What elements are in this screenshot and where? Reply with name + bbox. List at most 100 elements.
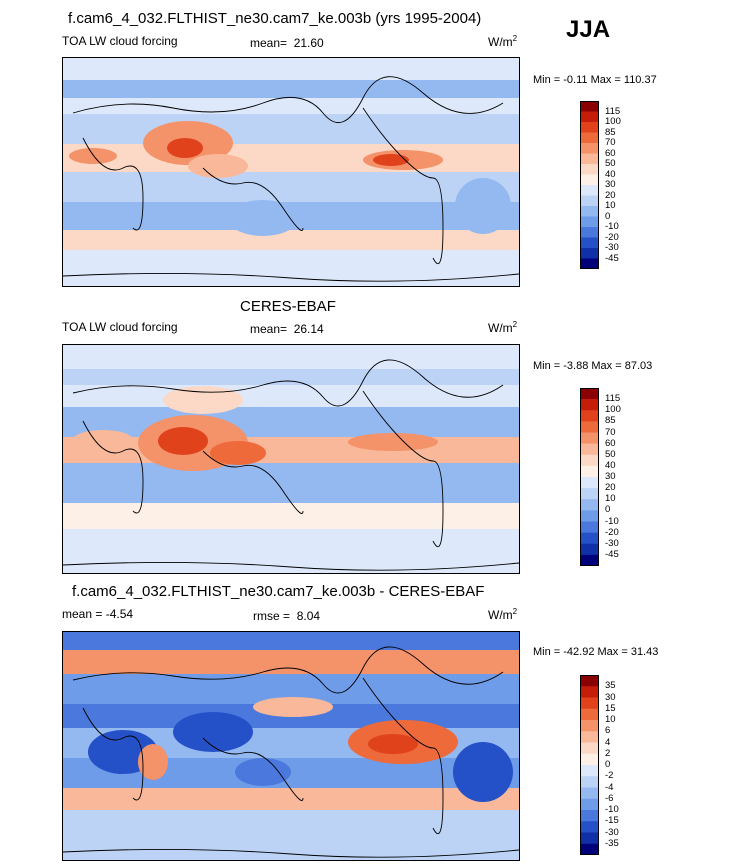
colorbar-swatch	[580, 821, 599, 833]
panel-3-rmse-label: rmse = 8.04	[253, 609, 321, 623]
panel-2-mean-value: 26.14	[293, 322, 324, 336]
colorbar-swatch	[580, 258, 599, 269]
colorbar-tick-label: -10	[605, 221, 619, 232]
panel-3-mean: mean = -4.54	[62, 607, 134, 621]
colorbar-swatch	[580, 227, 599, 238]
panel-3-colorbar-labels: 35 30 15 10 6 4 2 0 -2 -4 -6 -10 -15 -30 -35	[605, 675, 645, 855]
colorbar-tick-label: 35	[605, 680, 616, 692]
colorbar-swatch	[580, 237, 599, 249]
colorbar-tick-label: 85	[605, 415, 616, 427]
panel-3-minmax: Min = -42.92 Max = 31.43	[533, 646, 659, 658]
colorbar-swatch	[580, 432, 599, 444]
colorbar-tick-label: 20	[605, 482, 616, 494]
colorbar-tick-label: 40	[605, 168, 616, 180]
colorbar-tick-label: 10	[605, 493, 616, 505]
colorbar-swatch	[580, 143, 599, 154]
colorbar-tick-label: -20	[605, 526, 619, 538]
colorbar-swatch	[580, 488, 599, 500]
colorbar-border	[580, 388, 599, 566]
colorbar-tick-label: 50	[605, 158, 616, 169]
colorbar-swatch	[580, 388, 599, 400]
colorbar-swatch	[580, 206, 599, 217]
colorbar-tick-label: 100	[605, 404, 621, 416]
colorbar-swatch	[580, 153, 599, 165]
colorbar-swatch	[580, 675, 599, 687]
colorbar-swatch	[580, 720, 599, 732]
season-label: JJA	[566, 16, 611, 43]
panel-2-colorbar	[580, 388, 599, 566]
colorbar-swatch	[580, 122, 599, 133]
colorbar-tick-label: 60	[605, 147, 616, 159]
colorbar-swatch	[580, 185, 599, 196]
colorbar-tick-label: 20	[605, 189, 616, 201]
colorbar-swatch	[580, 499, 599, 511]
colorbar-swatch	[580, 731, 599, 743]
colorbar-tick-label: 85	[605, 126, 616, 138]
colorbar-tick-label: 30	[605, 691, 616, 703]
colorbar-swatch	[580, 843, 599, 855]
colorbar-swatch	[580, 543, 599, 556]
colorbar-swatch	[580, 697, 599, 710]
colorbar-swatch	[580, 708, 599, 721]
colorbar-tick-label: -10	[605, 804, 619, 815]
colorbar-tick-label: 40	[605, 459, 616, 471]
colorbar-swatch	[580, 164, 599, 175]
colorbar-swatch	[580, 477, 599, 489]
colorbar-swatch	[580, 510, 599, 522]
colorbar-swatch	[580, 111, 599, 123]
panel-1-mean-value: 21.60	[293, 36, 324, 50]
colorbar-swatch	[580, 101, 599, 112]
colorbar-tick-label: 70	[605, 137, 616, 148]
colorbar-swatch	[580, 765, 599, 777]
colorbar-tick-label: 0	[605, 504, 611, 516]
panel-2-minmax: Min = -3.88 Max = 87.03	[533, 360, 653, 372]
panel-3-title: f.cam6_4_032.FLTHIST_ne30.cam7_ke.003b -…	[72, 583, 485, 600]
panel-1-minmax: Min = -0.11 Max = 110.37	[533, 74, 657, 86]
colorbar-swatch	[580, 443, 599, 456]
panel-3-rmse-value: 8.04	[296, 609, 321, 623]
colorbar-swatch	[580, 532, 599, 545]
colorbar-tick-label: 50	[605, 448, 616, 460]
colorbar-tick-label: -6	[605, 792, 614, 804]
colorbar-swatch	[580, 454, 599, 467]
colorbar-tick-label: 6	[605, 725, 611, 737]
colorbar-tick-label: 10	[605, 714, 616, 725]
colorbar-tick-label: -45	[605, 252, 619, 264]
colorbar-border	[580, 675, 599, 855]
colorbar-swatch	[580, 195, 599, 207]
colorbar-swatch	[580, 686, 599, 698]
colorbar-swatch	[580, 421, 599, 433]
colorbar-swatch	[580, 216, 599, 228]
panel-2-map	[62, 344, 520, 574]
colorbar-tick-label: -15	[605, 815, 619, 827]
panel-1-map	[62, 57, 520, 287]
colorbar-tick-label: -30	[605, 826, 619, 838]
panel-2-title: CERES-EBAF	[240, 298, 336, 315]
panel-1-colorbar	[580, 101, 599, 269]
colorbar-tick-label: -10	[605, 515, 619, 527]
colorbar-tick-label: -2	[605, 770, 614, 782]
colorbar-tick-label: 60	[605, 437, 616, 449]
colorbar-swatch	[580, 174, 599, 186]
colorbar-swatch	[580, 787, 599, 800]
colorbar-tick-label: 0	[605, 759, 611, 770]
panel-3-colorbar	[580, 675, 599, 855]
panel-3-map	[62, 631, 520, 861]
colorbar-tick-label: 100	[605, 116, 621, 127]
panel-1-mean-label: mean= 21.60	[250, 36, 324, 50]
panel-1-colorbar-labels: 115 100 85 70 60 50 40 30 20 10 0 -10 -20 -30 -45	[605, 101, 645, 269]
panel-2-mean-label: mean= 26.14	[250, 322, 324, 336]
colorbar-swatch	[580, 465, 599, 478]
colorbar-swatch	[580, 798, 599, 811]
colorbar-tick-label: 15	[605, 702, 616, 714]
colorbar-swatch	[580, 248, 599, 259]
colorbar-swatch	[580, 132, 599, 144]
colorbar-tick-label: 4	[605, 736, 611, 748]
colorbar-tick-label: -30	[605, 537, 619, 549]
colorbar-swatch	[580, 776, 599, 788]
colorbar-swatch	[580, 832, 599, 845]
panel-2-colorbar-labels: 115 100 85 70 60 50 40 30 20 10 0 -10 -20 -30 -45	[605, 388, 645, 566]
panel-1-units: W/m2	[488, 34, 518, 49]
colorbar-tick-label: -20	[605, 231, 619, 243]
colorbar-swatch	[580, 410, 599, 422]
